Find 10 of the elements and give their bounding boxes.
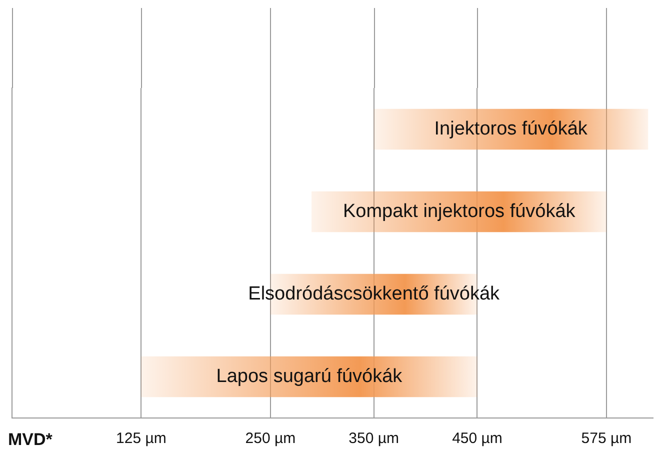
x-axis-title: MVD* xyxy=(8,430,53,450)
x-tick-label: 450 µm xyxy=(452,430,502,448)
x-tick-label: 575 µm xyxy=(581,430,632,448)
x-tick-label: 125 µm xyxy=(116,430,166,448)
x-tick-label: 250 µm xyxy=(245,430,296,448)
y-tick-label: Elsodródáscsökkentő fúvókák xyxy=(248,283,500,304)
y-tick-label: Kompakt injektoros fúvókák xyxy=(342,200,576,222)
y-tick-label: Injektoros fúvókák xyxy=(434,118,588,140)
y-tick-label: Lapos sugarú fúvókák xyxy=(216,366,403,387)
x-tick-label: 350 µm xyxy=(348,430,400,448)
